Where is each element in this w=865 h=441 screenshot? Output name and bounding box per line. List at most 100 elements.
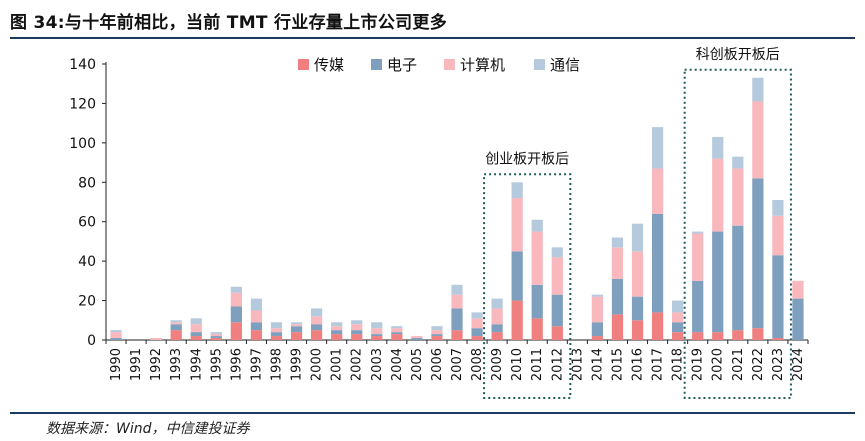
legend-label: 计算机 [460,56,505,74]
bar-segment-1994-s2 [190,324,202,333]
bar-segment-2017-s3 [651,127,664,169]
annotation-box [683,68,792,400]
bar-segment-2007-s1 [451,308,463,331]
bar-segment-1994-s3 [190,318,202,325]
x-tick-label: 2023 [771,348,786,381]
y-tick-label: 80 [78,175,96,191]
x-tick-label: 2018 [671,348,686,381]
bar-segment-2015-s2 [611,247,624,279]
bar-segment-2007-s3 [451,284,463,295]
bar-segment-2019-s1 [692,280,704,333]
bar-segment-2008-s0 [471,336,483,340]
annotation-label: 创业板开板后 [485,151,569,167]
bar-segment-2006-s1 [431,334,443,337]
title-divider [10,37,855,39]
bar-segment-2022-s0 [752,328,764,340]
bar-segment-1993-s0 [170,330,182,340]
bar-segment-1993-s1 [170,324,182,331]
bar-segment-2003-s2 [371,328,383,335]
bar-segment-2011-s2 [531,231,543,285]
bar-segment-2012-s0 [551,326,563,340]
bar-segment-1998-s3 [270,322,283,329]
bar-segment-2003-s0 [371,336,383,340]
x-tick-label: 2011 [530,348,545,381]
bar-segment-1996-s1 [230,306,242,323]
bar-segment-2003-s3 [371,322,383,329]
bar-segment-2023-s0 [772,338,784,340]
bar-segment-2010-s2 [511,198,523,252]
x-tick-label: 2015 [610,348,625,381]
x-tick-label: 2019 [691,348,706,381]
bar-segment-2012-s1 [551,294,563,327]
bar-segment-2010-s3 [511,182,523,199]
bar-segment-2002-s1 [351,330,363,335]
bar-segment-2023-s3 [772,200,784,216]
x-tick-label: 2002 [350,348,365,381]
bar-segment-2024-s2 [792,280,804,299]
bar-segment-2021-s2 [732,168,744,226]
bar-segment-2016-s3 [631,223,644,252]
x-tick-label: 2009 [490,348,505,381]
legend-swatch [371,59,382,70]
bar-segment-2006-s3 [431,326,443,331]
x-tick-label: 2001 [330,348,345,381]
bar-segment-1990-s2 [110,332,122,339]
legend-swatch [444,59,455,70]
bar-segment-2009-s3 [491,298,503,309]
x-tick-label: 2008 [470,348,485,381]
x-tick-label: 2014 [590,348,605,381]
bar-segment-2016-s1 [631,296,644,321]
bar-segment-2010-s1 [511,251,523,301]
bar-segment-2019-s3 [692,231,704,234]
x-tick-label: 1999 [290,348,305,381]
x-tick-label: 2022 [751,348,766,381]
bar-segment-1997-s1 [250,322,263,331]
bar-segment-2005-s1 [411,338,423,340]
bar-segment-1996-s3 [230,286,242,293]
bar-segment-2002-s2 [351,324,363,331]
bar-segment-1998-s0 [270,336,283,340]
bar-segment-1995-s1 [210,336,222,339]
bar-segment-1996-s0 [230,322,242,340]
y-tick-label: 40 [78,254,96,270]
x-tick-label: 2004 [390,348,405,381]
x-tick-label: 1992 [149,348,164,381]
bar-segment-1997-s2 [250,310,263,323]
legend-label: 通信 [550,56,580,74]
bar-segment-2003-s1 [371,334,383,337]
bar-segment-1994-s1 [190,332,202,337]
bar-segment-1990-s3 [110,330,122,333]
bar-segment-2011-s1 [531,284,543,319]
bar-segment-1995-s3 [210,332,222,335]
bar-segment-2001-s3 [331,322,343,327]
bar-segment-2024-s1 [792,298,804,340]
bar-segment-2001-s0 [331,334,343,340]
bar-segment-2004-s0 [391,334,403,340]
bar-segment-2007-s0 [451,330,463,340]
bar-segment-1995-s2 [210,334,222,337]
bar-segment-2008-s2 [471,318,483,329]
x-tick-label: 2005 [410,348,425,381]
x-tick-label: 2020 [711,348,726,381]
bar-segment-1994-s0 [190,336,202,340]
bar-segment-2001-s2 [331,326,343,331]
bar-segment-2008-s3 [471,312,483,319]
bar-segment-2022-s1 [752,178,764,329]
bar-segment-1997-s0 [250,330,263,340]
bar-segment-2000-s1 [310,324,323,331]
bar-segment-1992-s2 [150,338,162,340]
bar-segment-1997-s3 [250,298,263,311]
bar-segment-2004-s2 [391,328,403,333]
bar-segment-2020-s0 [712,332,724,340]
x-tick-label: 1994 [189,348,204,381]
source-divider [10,412,855,414]
source-note: 数据来源：Wind，中信建投证券 [46,421,250,437]
chart-axes: 0 20 40 60 80 100 120 140 1990 1991 1992 1993 1994 19… [69,57,809,381]
bar-segment-2020-s1 [712,231,724,333]
bar-segment-2018-s1 [672,322,684,333]
legend-label: 传媒 [314,56,344,74]
bar-segment-2020-s3 [712,136,724,159]
chart-annotations: 创业板开板后 科创板开板后 [483,47,792,400]
bar-segment-2014-s2 [591,296,604,323]
bar-segment-1998-s1 [270,332,283,337]
